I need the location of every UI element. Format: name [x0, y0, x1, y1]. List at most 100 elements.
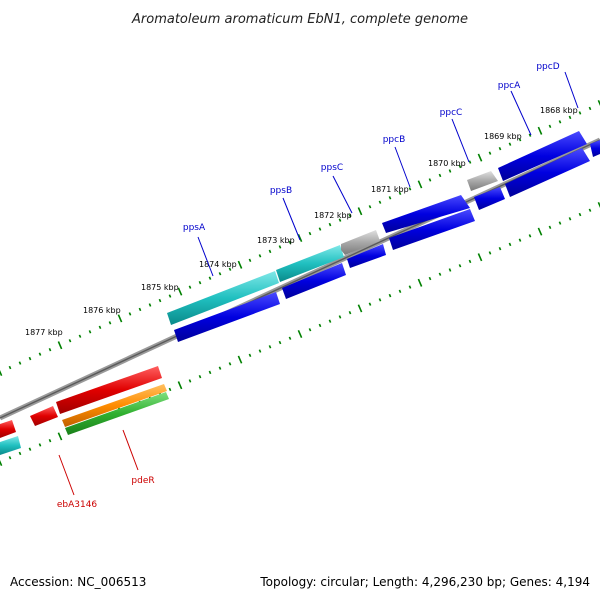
outer-scale-tick: [78, 334, 82, 338]
outer-scale-tick: [237, 260, 243, 269]
outer-scale-tick: [597, 99, 600, 107]
inner-scale-tick: [368, 302, 372, 306]
gene-label-ppsA[interactable]: ppsA: [183, 223, 206, 233]
gene-label-ppcD[interactable]: ppcD: [536, 62, 559, 72]
gene-green[interactable]: [65, 392, 169, 435]
gene-label-ebA3146[interactable]: ebA3146: [57, 500, 98, 510]
inner-scale-tick: [328, 319, 332, 323]
outer-scale-tick: [18, 361, 22, 365]
outer-scale-tick: [357, 207, 363, 216]
gene-row2-f[interactable]: [505, 148, 590, 197]
gene-ppsA-arrow[interactable]: [167, 271, 279, 325]
map-title: Aromatoleum aromaticum EbN1, complete ge…: [131, 12, 468, 27]
gene-label-ppsC[interactable]: ppsC: [321, 163, 343, 173]
outer-scale-tick: [278, 245, 282, 249]
genome-backbone: [0, 137, 600, 421]
gene-label-pdeR[interactable]: pdeR: [131, 476, 154, 486]
outer-scale-tick: [98, 325, 102, 330]
outer-scale-tick: [0, 369, 3, 377]
gene-row2-b[interactable]: [282, 263, 346, 299]
gene-label-ppcC[interactable]: ppcC: [440, 108, 463, 118]
forward-strand-track: [167, 131, 600, 342]
outer-scale-tick: [148, 303, 152, 307]
accession-text: Accession: NC_006513: [10, 575, 146, 589]
gene-ppcB-arrow[interactable]: [382, 195, 470, 233]
outer-scale-tick: [28, 356, 32, 361]
gene-ppcD-arrow[interactable]: [590, 140, 600, 157]
inner-scale-tick: [278, 340, 282, 345]
inner-scale-tick: [578, 212, 582, 217]
inner-scale-tick: [18, 451, 22, 456]
gene-orange[interactable]: [62, 384, 167, 427]
outer-scale-tick: [88, 330, 92, 334]
outer-scale-tick: [537, 126, 543, 135]
gene-ppcA-arrow[interactable]: [498, 131, 587, 181]
inner-scale-tick: [28, 447, 32, 451]
outer-scale-tick: [258, 254, 262, 258]
gene-red-2[interactable]: [30, 406, 58, 426]
inner-scale-tick: [588, 208, 592, 212]
inner-scale-tick: [8, 456, 12, 460]
gene-red-3[interactable]: [0, 420, 16, 438]
inner-scale-tick: [558, 221, 562, 225]
gene-label-ppcB[interactable]: ppcB: [383, 135, 406, 145]
gene-cyan-left[interactable]: [0, 436, 21, 455]
outer-scale-tick: [468, 160, 472, 164]
inner-scale-tick: [388, 293, 392, 298]
inner-scale-tick: [218, 366, 222, 370]
outer-scale-tick: [458, 164, 462, 169]
inner-scale-tick: [398, 289, 402, 294]
gene-label-ppsB[interactable]: ppsB: [270, 186, 292, 196]
outer-scale-tick: [518, 138, 522, 142]
outer-scale-tick: [368, 205, 372, 209]
inner-scale-tick: [57, 432, 63, 441]
outer-scale-tick: [297, 233, 303, 243]
outer-scale-tick: [68, 339, 72, 343]
gene-row2-c[interactable]: [347, 244, 386, 268]
gene-ppcC-arrow[interactable]: [467, 171, 498, 191]
inner-scale-tick: [508, 242, 512, 247]
outer-scale-tick: [198, 280, 202, 285]
gene-ppsB-arrow[interactable]: [276, 245, 344, 282]
gene-row2-d[interactable]: [389, 209, 475, 250]
outer-scale-tick: [498, 146, 502, 151]
outer-scale-tick: [477, 153, 483, 162]
gene-label-ppcA[interactable]: ppcA: [498, 81, 521, 91]
inner-scale-tick: [318, 323, 322, 328]
ruler-label-1869: 1869 kbp: [484, 132, 522, 141]
outer-scale-tick: [57, 341, 63, 350]
gene-row2-a[interactable]: [174, 292, 280, 342]
outer-scale-tick: [128, 312, 132, 316]
outer-scale-tick: [318, 227, 322, 231]
outer-scale-tick: [428, 178, 432, 182]
inner-scale-tick: [357, 304, 363, 313]
outer-scale-tick: [117, 314, 123, 323]
ruler-label-1871: 1871 kbp: [371, 185, 409, 194]
gene-red-1[interactable]: [56, 366, 162, 414]
outer-scale-tick: [448, 169, 452, 173]
outer-scale-tick: [508, 142, 512, 146]
outer-scale-tick: [378, 200, 382, 204]
inner-scale-tick: [597, 201, 600, 209]
gene-ppsC-arrow[interactable]: [341, 230, 380, 255]
inner-scale-tick: [438, 272, 442, 276]
gene-row2-e[interactable]: [474, 187, 505, 210]
inner-scale-tick: [38, 443, 42, 447]
outer-scale-tick: [338, 218, 342, 222]
outer-scale-tick: [38, 352, 42, 356]
outer-scale-tick: [218, 272, 222, 276]
outer-scale-tick: [398, 191, 402, 196]
outer-scale-tick: [417, 180, 423, 189]
outer-scale-tick: [308, 231, 312, 236]
leader-lines: [58, 71, 579, 496]
ruler-label-1868: 1868 kbp: [540, 106, 578, 115]
outer-scale-tick: [108, 321, 112, 325]
outer-scale-tick: [578, 111, 582, 115]
outer-scale-tick: [268, 249, 272, 254]
inner-scale-tick: [168, 387, 172, 392]
ruler-label-1877: 1877 kbp: [25, 328, 63, 337]
genome-summary-text: Topology: circular; Length: 4,296,230 bp…: [259, 575, 590, 589]
inner-scale-tick: [498, 246, 502, 251]
inner-scale-tick: [338, 315, 342, 319]
